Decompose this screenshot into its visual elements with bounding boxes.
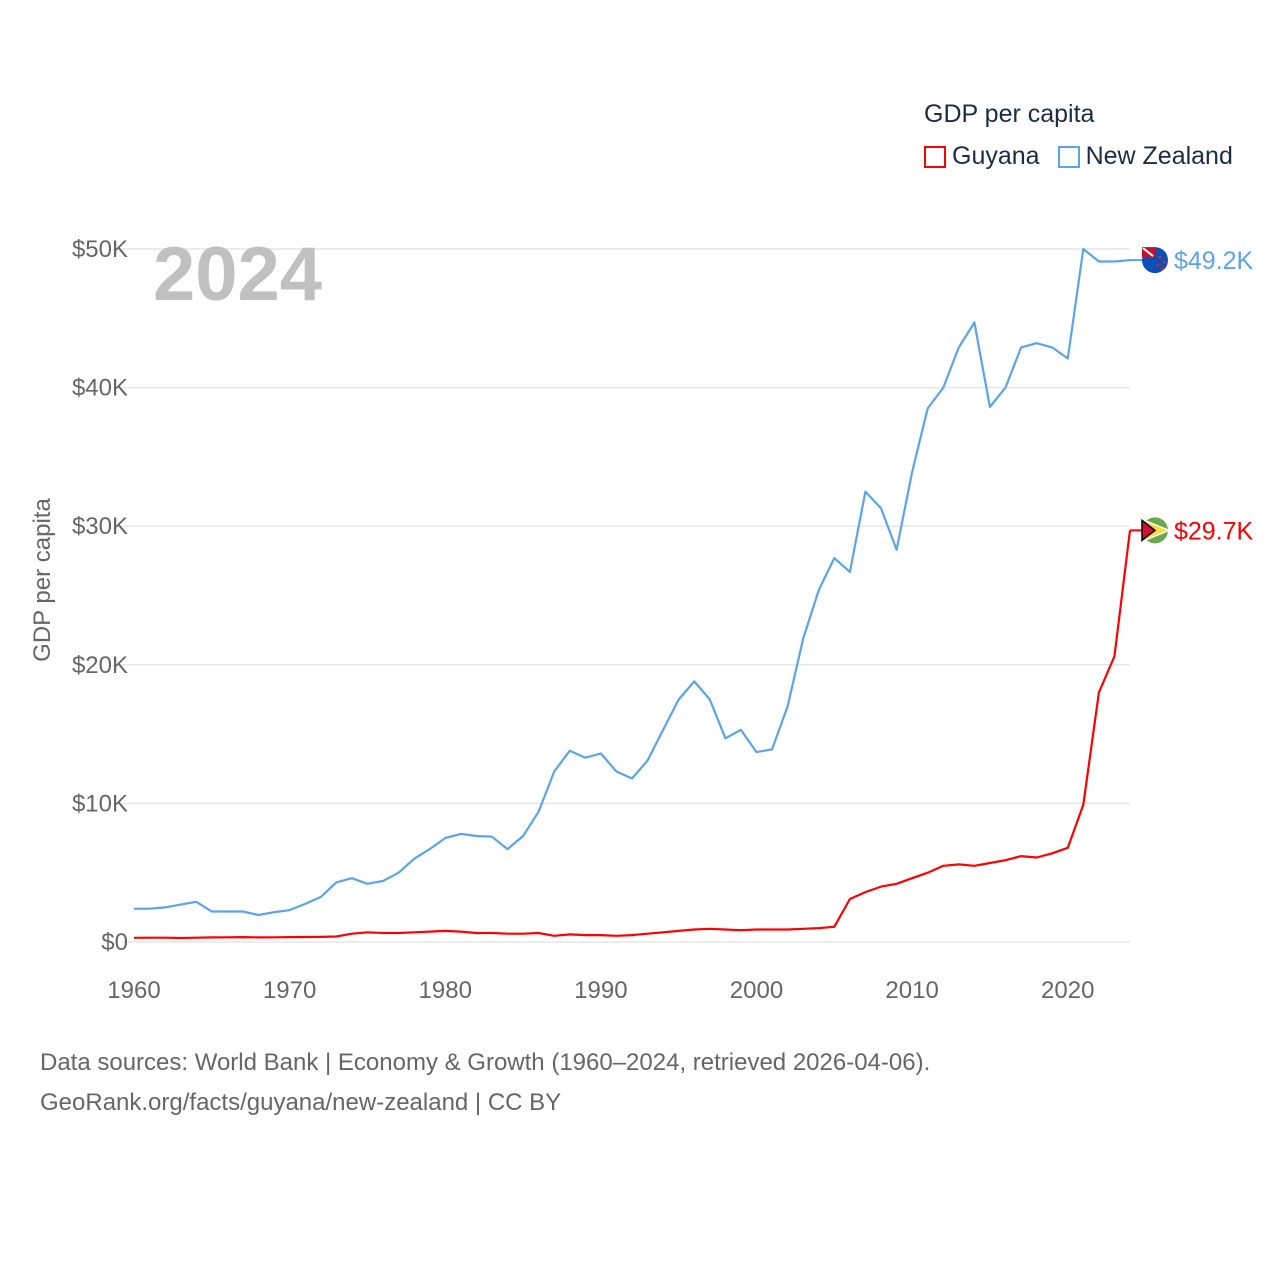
x-axis-ticks: 1960 1970 1980 1990 2000 2010 2020 [107, 977, 1094, 1004]
legend-title: GDP per capita [924, 100, 1095, 128]
guyana-flag-icon [1141, 517, 1171, 544]
legend-label: Guyana [952, 142, 1040, 170]
year-watermark: 2024 [153, 232, 322, 317]
y-tick-label: $40K [72, 375, 128, 402]
x-tick-label: 2000 [730, 977, 783, 1004]
new-zealand-flag-icon [1142, 247, 1168, 274]
y-tick-label: $50K [72, 236, 128, 263]
source-link[interactable]: GeoRank.org/facts/guyana/new-zealand | C… [40, 1089, 562, 1116]
legend-swatch-new-zealand [1057, 145, 1080, 168]
x-tick-label: 2010 [885, 977, 938, 1004]
y-tick-label: $0 [101, 929, 128, 956]
x-tick-label: 2020 [1041, 977, 1094, 1004]
series-lines [133, 247, 1132, 940]
end-value-label: $29.7K [1174, 517, 1254, 545]
end-value-label: $49.2K [1174, 247, 1254, 275]
legend: Guyana New Zealand [924, 142, 1233, 171]
legend-label: New Zealand [1085, 142, 1233, 170]
legend-item-guyana[interactable]: Guyana [924, 142, 1040, 171]
gridlines [122, 248, 1130, 943]
y-tick-label: $20K [72, 652, 128, 679]
y-axis-label: GDP per capita [29, 498, 56, 662]
legend-item-new-zealand[interactable]: New Zealand [1057, 142, 1233, 171]
y-axis-ticks: $0 $10K $20K $30K $40K $50K [72, 236, 128, 956]
source-line: Data sources: World Bank | Economy & Gro… [40, 1049, 931, 1076]
x-tick-label: 1960 [107, 977, 160, 1004]
series-end-markers: $29.7K $49.2K [1130, 247, 1254, 545]
series-line-guyana [133, 530, 1132, 940]
source-note: Data sources: World Bank | Economy & Gro… [40, 1043, 930, 1123]
series-line-new-zealand [134, 247, 1131, 917]
x-tick-label: 1980 [419, 977, 472, 1004]
y-tick-label: $30K [72, 513, 128, 540]
y-tick-label: $10K [72, 790, 128, 817]
x-tick-label: 1990 [574, 977, 627, 1004]
x-tick-label: 1970 [263, 977, 316, 1004]
legend-swatch-guyana [924, 145, 946, 168]
